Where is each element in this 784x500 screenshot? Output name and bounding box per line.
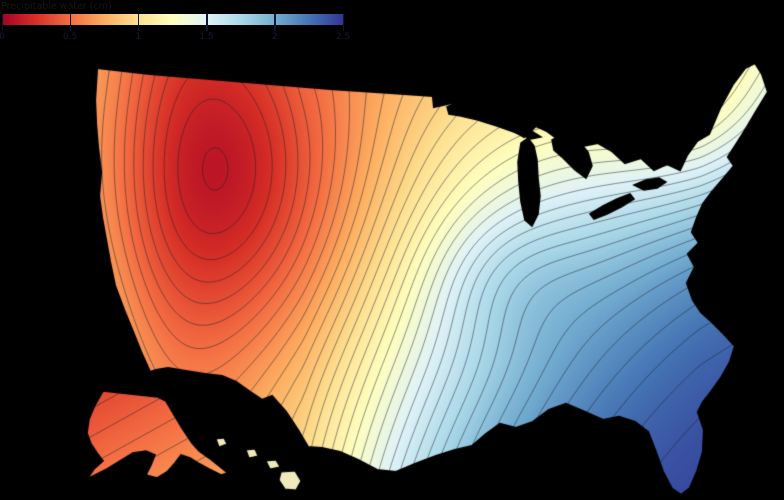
- colorbar-tick: [274, 14, 276, 31]
- colorbar-gradient: [2, 14, 343, 25]
- colorbar-tick: [342, 14, 344, 31]
- colorbar-tick-label: 1.5: [199, 32, 214, 42]
- colorbar-tick: [1, 14, 3, 31]
- colorbar-tick-label: 1: [135, 32, 142, 42]
- colorbar-tick-label: 2.5: [335, 32, 351, 42]
- colorbar-tick-label: 0.5: [63, 32, 78, 42]
- colorbar-tick: [69, 14, 72, 31]
- colorbar-tick-label: 2: [271, 32, 278, 42]
- colorbar-tick: [137, 14, 140, 31]
- colorbar-title: Precipitable water (cm): [1, 1, 112, 12]
- colorbar-tick-label: 0: [0, 32, 5, 42]
- colorbar: 0 0.5 1 1.5 2 2.5: [0, 14, 350, 42]
- colorbar-tick: [206, 14, 208, 31]
